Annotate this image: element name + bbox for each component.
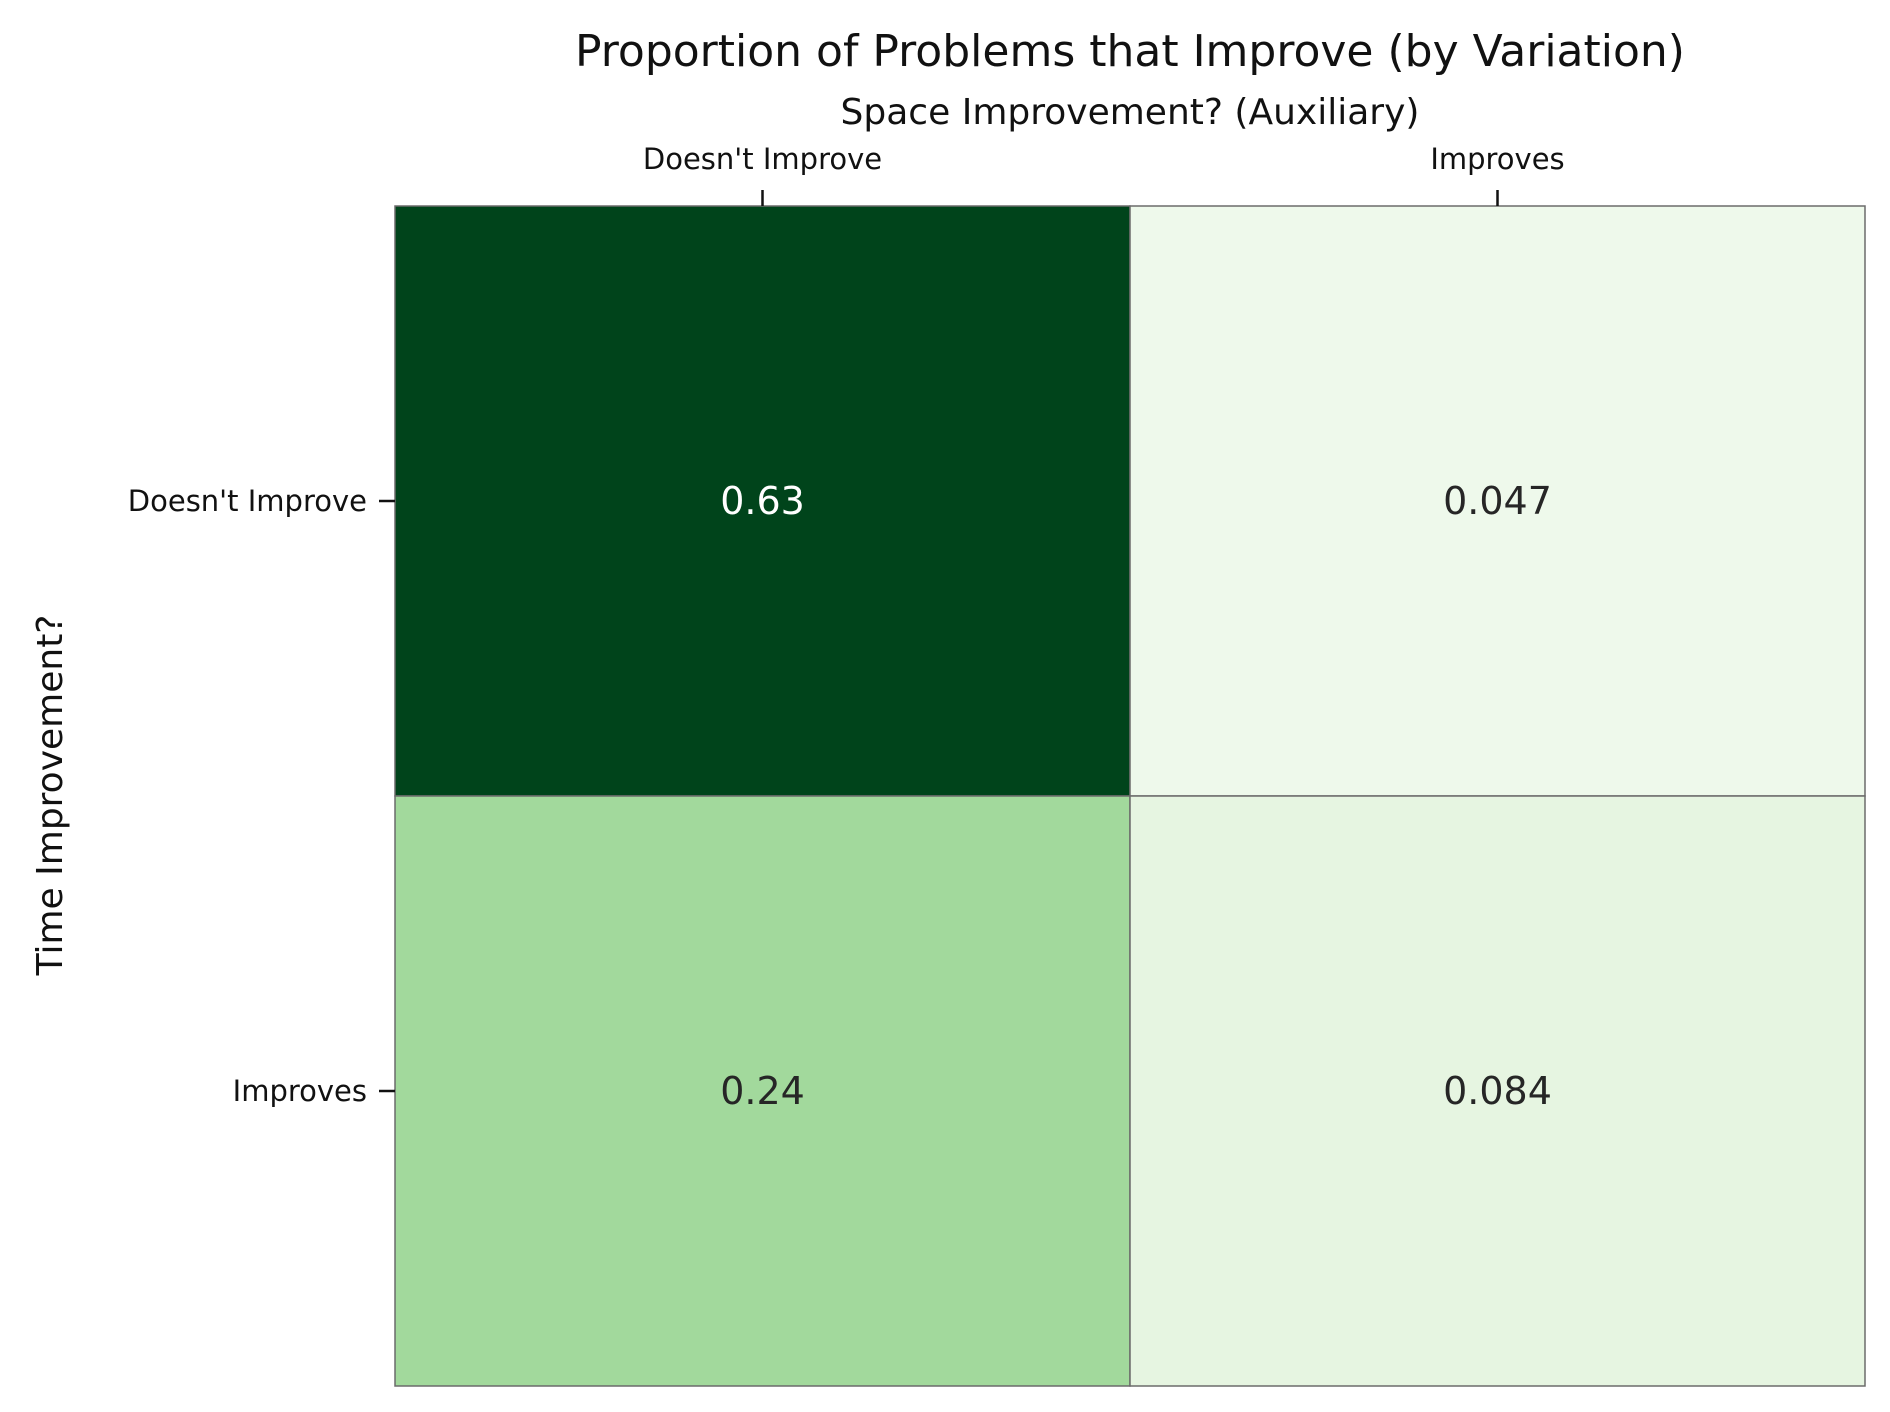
cell-value-label: 0.047	[1443, 479, 1552, 523]
heatmap-cells: 0.63 0.047 0.24 0.084	[394, 205, 1866, 1387]
heatmap-cell	[1129, 795, 1866, 1387]
x-axis-label: Space Improvement? (Auxiliary)	[841, 92, 1420, 133]
cell-value-label: 0.084	[1443, 1069, 1552, 1113]
y-axis-label: Time Improvement?	[30, 615, 71, 977]
cell-value-label: 0.63	[720, 479, 805, 523]
chart-title: Proportion of Problems that Improve (by …	[575, 26, 1685, 77]
y-tick-label: Improves	[233, 1074, 367, 1108]
cell-value-label: 0.24	[720, 1069, 805, 1113]
heatmap-cell	[394, 205, 1131, 797]
axis-ticks: Doesn't Improve Improves Doesn't Improve Im…	[128, 142, 1565, 1108]
x-tick-label: Improves	[1430, 142, 1564, 176]
x-tick-label: Doesn't Improve	[643, 142, 882, 176]
heatmap-cell	[1129, 205, 1866, 797]
y-tick-label: Doesn't Improve	[128, 484, 367, 518]
heatmap-cell	[394, 795, 1131, 1387]
